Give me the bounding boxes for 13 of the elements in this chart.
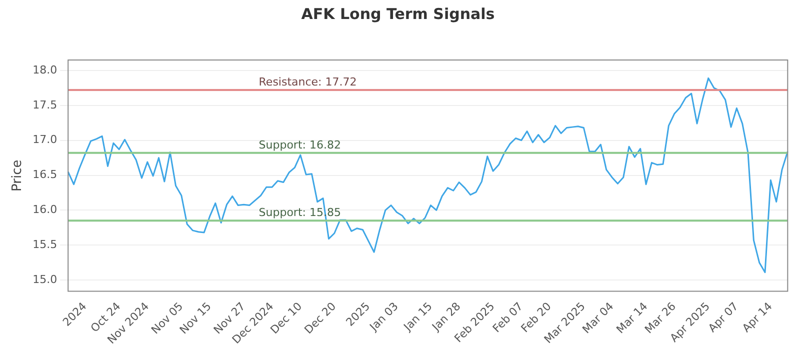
y-tick-label: 17.0 [32, 133, 58, 146]
y-tick-label: 15.0 [32, 272, 58, 286]
x-tick-label: Dec 20 [302, 300, 339, 336]
chart-title: AFK Long Term Signals [301, 4, 495, 23]
y-tick-label: 16.0 [32, 203, 58, 216]
y-axis-title: Price [10, 160, 26, 192]
y-tick-label: 15.5 [32, 238, 58, 251]
y-tick-label: 17.5 [32, 98, 58, 112]
y-tick-label: 18.0 [32, 63, 58, 76]
ref-line-label: Resistance: 17.72 [258, 75, 357, 88]
ref-line-label: Support: 16.82 [258, 138, 341, 152]
y-tick-label: 16.5 [32, 168, 58, 182]
x-tick-label: Apr 14 [740, 300, 775, 335]
